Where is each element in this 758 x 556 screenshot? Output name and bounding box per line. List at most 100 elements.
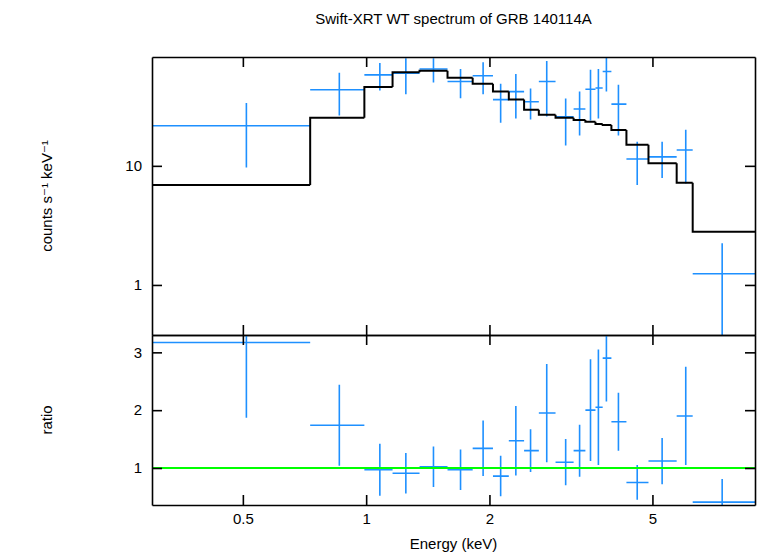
tick-mark — [243, 495, 245, 505]
model-step — [539, 110, 556, 115]
model-step — [152, 184, 310, 186]
chart: 110Swift-XRT WT spectrum of GRB 140114Ac… — [0, 0, 758, 556]
y-axis: 1 10 — [125, 58, 162, 336]
tick-mark — [243, 335, 245, 345]
tick — [366, 325, 367, 335]
tick — [243, 335, 244, 345]
data-point — [611, 85, 626, 136]
tick-label: 1 — [362, 510, 370, 527]
tick-mark — [366, 57, 368, 67]
tick: 1 — [362, 495, 370, 527]
data-point — [524, 429, 539, 472]
model-step — [595, 122, 602, 124]
tick — [652, 335, 653, 345]
tick: 3 — [134, 344, 162, 361]
data-point — [493, 456, 509, 496]
tick-mark — [489, 335, 491, 345]
tick-label: 1 — [134, 459, 142, 476]
tick-label: 2 — [486, 510, 494, 527]
tick — [745, 166, 755, 167]
tick: 1 — [134, 459, 162, 476]
tick-mark — [366, 495, 368, 505]
y-axis: 1 2 3 — [134, 336, 162, 506]
y-axis-right — [745, 58, 756, 336]
data-point — [585, 359, 595, 461]
tick-mark — [152, 285, 162, 287]
data-point — [493, 84, 509, 123]
data-point — [648, 438, 676, 484]
tick-label: 3 — [134, 344, 142, 361]
data-point — [509, 406, 524, 475]
axis-line — [755, 336, 757, 506]
data-point — [539, 61, 556, 116]
data-point — [539, 364, 556, 462]
data-point — [473, 62, 493, 94]
tick: 0.5 — [233, 495, 254, 527]
tick-mark — [152, 468, 162, 470]
tick — [652, 325, 653, 335]
tick-mark — [366, 335, 368, 345]
data-point — [595, 349, 602, 465]
tick-mark — [745, 410, 755, 412]
data-point — [152, 103, 310, 167]
x-axis: 0.5 1 2 5 — [153, 495, 756, 527]
tick-mark — [152, 352, 162, 354]
data-point — [393, 58, 420, 94]
tick-mark — [489, 325, 491, 335]
tick — [745, 352, 755, 353]
data-point — [677, 130, 693, 184]
tick-mark — [243, 325, 245, 335]
tick — [366, 57, 367, 67]
tick: 2 — [134, 401, 162, 418]
model-step — [603, 124, 612, 125]
tick: 2 — [486, 495, 494, 527]
data-point — [448, 69, 473, 98]
model-step — [556, 115, 574, 118]
axis-line — [152, 58, 154, 336]
x-axis-top — [153, 335, 756, 345]
model-step — [524, 100, 539, 110]
panel: 0.5 1 2 5 1 2 3 — [134, 267, 756, 526]
data-point — [626, 142, 648, 185]
tick-mark — [745, 285, 755, 287]
tick-mark — [652, 335, 654, 345]
data-point — [152, 335, 310, 418]
plot-area — [152, 335, 755, 505]
tick-mark — [745, 166, 755, 168]
tick — [489, 325, 490, 335]
model-step — [364, 87, 392, 118]
data-point — [603, 57, 612, 92]
tick — [243, 325, 244, 335]
tick — [745, 468, 755, 469]
model-step — [393, 72, 420, 87]
x-axis — [153, 325, 756, 336]
tick: 10 — [125, 157, 162, 174]
model-step — [585, 120, 595, 122]
model-step — [693, 183, 755, 232]
model-step — [420, 71, 448, 73]
data-point — [420, 447, 448, 487]
model-step — [473, 78, 493, 84]
tick — [745, 285, 755, 286]
reference-line — [152, 467, 755, 469]
tick-mark — [152, 410, 162, 412]
model-step — [448, 71, 473, 78]
data-point — [364, 444, 392, 496]
axis-line — [152, 336, 154, 506]
x-axis-title: Energy (keV) — [410, 535, 498, 552]
tick-label: 5 — [649, 510, 657, 527]
tick-mark — [152, 166, 162, 168]
tick — [745, 410, 755, 411]
model-step — [626, 130, 648, 145]
tick-mark — [745, 468, 755, 470]
tick-label: 0.5 — [233, 510, 254, 527]
x-axis-top — [153, 57, 756, 67]
axis-line — [755, 58, 757, 336]
data-point — [448, 449, 473, 489]
y-axis-title: ratio — [38, 405, 55, 434]
tick-label: 10 — [125, 157, 142, 174]
data-point — [603, 335, 612, 401]
data-point — [420, 58, 448, 82]
tick: 1 — [134, 276, 162, 293]
data-point — [626, 465, 648, 500]
